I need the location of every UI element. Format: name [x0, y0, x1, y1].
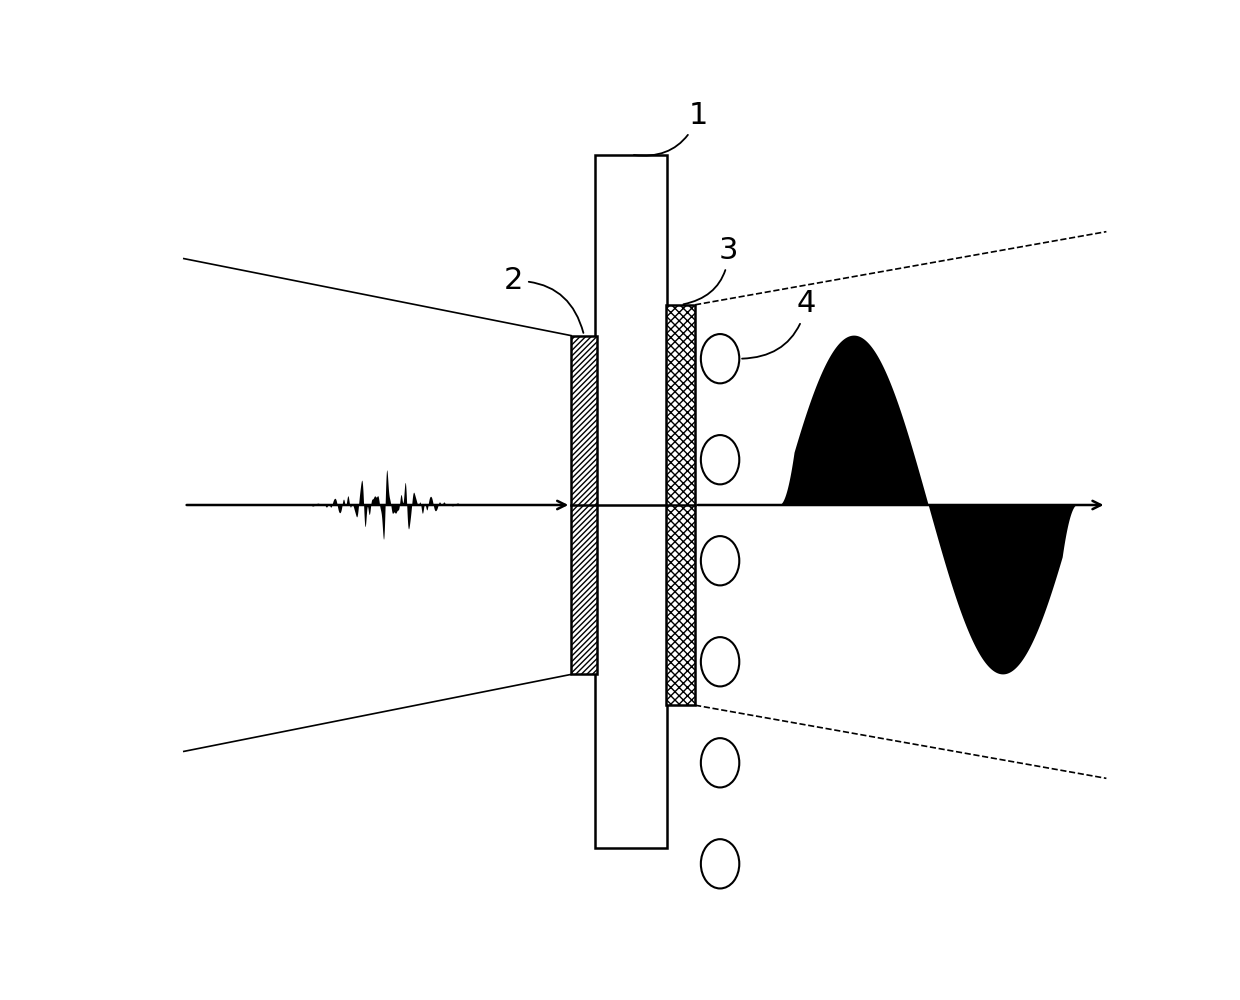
Ellipse shape	[701, 738, 739, 787]
Bar	[572, 336, 598, 674]
Bar	[595, 155, 667, 848]
Ellipse shape	[701, 637, 739, 686]
Ellipse shape	[701, 334, 739, 383]
Text: 3: 3	[683, 236, 739, 304]
Text: 1: 1	[634, 101, 708, 156]
Ellipse shape	[701, 940, 739, 989]
Text: 4: 4	[742, 290, 816, 359]
Bar	[666, 305, 696, 705]
Ellipse shape	[701, 536, 739, 585]
Text: 2: 2	[503, 266, 583, 333]
Ellipse shape	[701, 435, 739, 484]
Ellipse shape	[701, 839, 739, 888]
